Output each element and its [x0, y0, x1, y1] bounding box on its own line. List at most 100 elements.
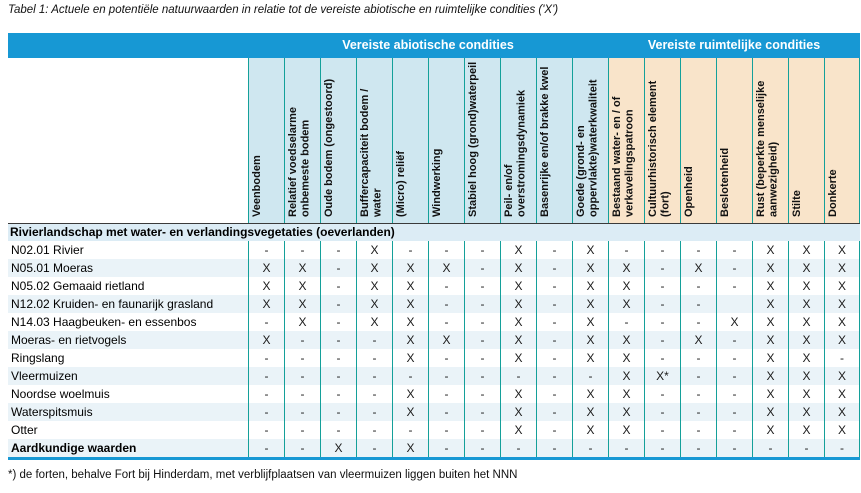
value-cell: - [536, 421, 572, 439]
value-cell: - [248, 367, 284, 385]
value-cell: - [320, 331, 356, 349]
value-cell: X [500, 313, 536, 331]
value-cell: X [824, 295, 860, 313]
value-cell: - [500, 367, 536, 385]
table-row: N14.03 Haagbeuken- en essenbos - X - X X - - X - X… [8, 313, 860, 331]
value-cell: X [788, 367, 824, 385]
column-header-16: Stilte [788, 58, 824, 223]
value-cell: - [644, 277, 680, 295]
value-cell: X [356, 277, 392, 295]
value-cell: X [392, 313, 428, 331]
column-header-4: Buffercapaciteit bodem / water [356, 58, 392, 223]
value-cell: - [536, 313, 572, 331]
column-header-1: Veenbodem [248, 58, 284, 223]
column-header-10: Goede (grond- en oppervlakte)waterkwalit… [572, 58, 608, 223]
value-cell: - [248, 241, 284, 259]
value-cell [716, 295, 752, 313]
value-cell: - [680, 421, 716, 439]
value-cell: - [464, 331, 500, 349]
value-cell: - [248, 349, 284, 367]
value-cell: X [392, 331, 428, 349]
column-header-label: Stabiel hoog (grond)waterpeil [467, 61, 479, 217]
value-cell: - [536, 259, 572, 277]
value-cell: X [752, 403, 788, 421]
value-cell: - [428, 439, 464, 457]
value-cell: X [788, 295, 824, 313]
value-cell: X [608, 259, 644, 277]
value-cell: X [752, 385, 788, 403]
value-cell: - [320, 277, 356, 295]
value-cell: - [716, 367, 752, 385]
value-cell: - [716, 331, 752, 349]
value-cell: - [320, 385, 356, 403]
value-cell: - [428, 241, 464, 259]
value-cell: - [464, 313, 500, 331]
value-cell: - [464, 295, 500, 313]
value-cell: - [428, 403, 464, 421]
value-cell: - [428, 385, 464, 403]
table-row: Aardkundige waarden - - X - X - - - - - - - - - - - - [8, 439, 860, 457]
value-cell: - [428, 349, 464, 367]
value-cell: - [536, 403, 572, 421]
value-cell: - [392, 421, 428, 439]
value-cell: X [572, 349, 608, 367]
value-cell: X [752, 367, 788, 385]
row-label: Waterspitsmuis [11, 405, 93, 419]
value-cell: - [320, 367, 356, 385]
value-cell: X [392, 277, 428, 295]
value-cell: X [608, 295, 644, 313]
value-cell: X [284, 277, 320, 295]
column-header-label: Veenbodem [251, 155, 263, 217]
column-header-label: Peil- en/of overstromingsdynamiek [503, 89, 528, 217]
row-label: N05.01 Moeras [11, 261, 94, 275]
row-label: Otter [11, 423, 38, 437]
value-cell: X [608, 277, 644, 295]
value-cell: X [788, 241, 824, 259]
value-cell: - [464, 367, 500, 385]
table-row: N02.01 Rivier - - - X - - - X - X - - - - X X X [8, 241, 860, 259]
value-cell: X [500, 331, 536, 349]
value-cell: X [392, 439, 428, 457]
value-cell: X [392, 385, 428, 403]
value-cell: X [500, 403, 536, 421]
table-row: Otter - - - - - - - X - X X - - - X X X [8, 421, 860, 439]
value-cell: X [284, 259, 320, 277]
footnote-text: *) de forten, behalve Fort bij Hinderdam… [8, 469, 518, 481]
value-cell: X [284, 313, 320, 331]
value-cell: - [320, 259, 356, 277]
value-cell: - [320, 421, 356, 439]
column-header-label: Buffercapaciteit bodem / water [359, 88, 384, 217]
value-cell: - [644, 385, 680, 403]
column-header-label: Goede (grond- en oppervlakte)waterkwalit… [575, 79, 600, 217]
value-cell: - [752, 439, 788, 457]
column-header-15: Rust (beperkte menselijke aanwezigheid) [752, 58, 788, 223]
value-cell: - [644, 331, 680, 349]
value-cell: X [356, 241, 392, 259]
value-cell: - [428, 313, 464, 331]
value-cell: - [716, 241, 752, 259]
section-header-row: Rivierlandschap met water- en verlanding… [8, 223, 860, 241]
column-header-label: Stilte [791, 190, 803, 217]
value-cell: - [284, 439, 320, 457]
value-cell: X [428, 331, 464, 349]
value-cell: - [284, 385, 320, 403]
value-cell: - [824, 439, 860, 457]
value-cell: X [752, 421, 788, 439]
value-cell: X [392, 295, 428, 313]
value-cell: - [464, 439, 500, 457]
column-header-label: Openheid [683, 166, 695, 217]
value-cell: X [608, 367, 644, 385]
value-cell: X [788, 277, 824, 295]
column-header-label: Rust (beperkte menselijke aanwezigheid) [755, 80, 780, 217]
value-cell: - [608, 313, 644, 331]
value-cell: X [608, 421, 644, 439]
value-cell: - [608, 241, 644, 259]
row-label: Noordse woelmuis [11, 387, 110, 401]
column-header-6: Windwerking [428, 58, 464, 223]
value-cell: - [608, 439, 644, 457]
column-header-label: Basenrijke en/of brakke kwel [539, 66, 551, 217]
value-cell: - [284, 331, 320, 349]
value-cell: X [356, 295, 392, 313]
column-header-7: Stabiel hoog (grond)waterpeil [464, 58, 500, 223]
